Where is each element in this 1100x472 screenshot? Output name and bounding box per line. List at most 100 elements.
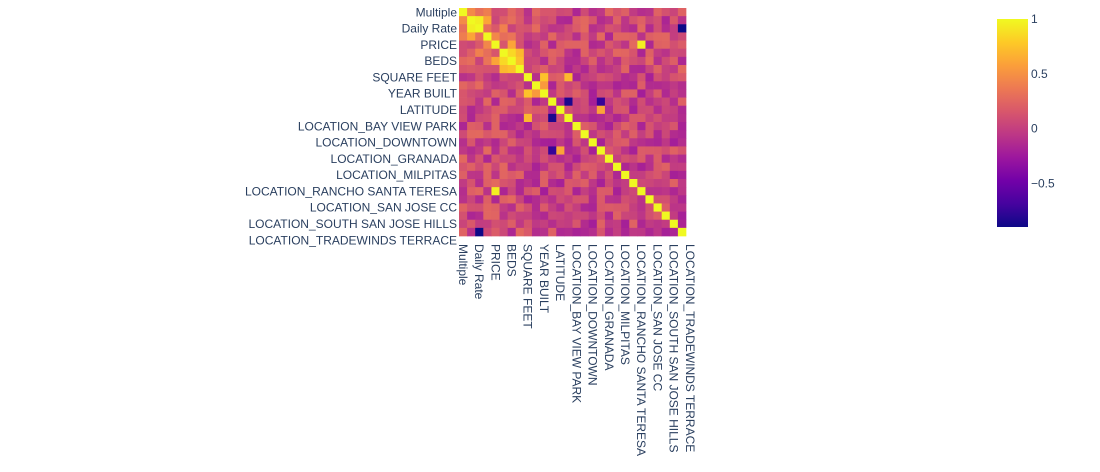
heatmap-cell <box>483 146 492 155</box>
heatmap-cell <box>580 138 590 147</box>
heatmap-cell <box>459 113 468 123</box>
heatmap-cell <box>499 113 508 123</box>
heatmap-cell <box>515 146 525 155</box>
heatmap-cell <box>515 195 525 204</box>
heatmap-cell <box>580 73 590 82</box>
heatmap-cell <box>596 170 606 180</box>
heatmap-cell <box>556 162 565 172</box>
heatmap-cell <box>499 122 508 131</box>
heatmap-cell <box>467 130 476 139</box>
heatmap-cell <box>467 227 476 237</box>
heatmap-cell <box>580 162 590 172</box>
heatmap-cell <box>515 138 525 147</box>
heatmap-cell <box>531 219 541 229</box>
heatmap-cell <box>564 81 573 90</box>
heatmap-cell <box>613 187 622 196</box>
heatmap-cell <box>596 24 606 33</box>
heatmap-cell <box>564 16 573 25</box>
heatmap-cell <box>588 65 598 74</box>
heatmap-cell <box>540 40 549 50</box>
heatmap-cell <box>661 219 671 229</box>
heatmap-cell <box>604 130 614 139</box>
heatmap-cell <box>596 154 606 164</box>
heatmap-cell <box>556 32 565 41</box>
heatmap-cell <box>653 187 663 196</box>
heatmap-cell <box>491 130 500 139</box>
heatmap-cell <box>515 8 525 17</box>
heatmap-cell <box>507 16 517 25</box>
heatmap-cell <box>580 122 590 131</box>
heatmap-cell <box>677 219 687 229</box>
heatmap-cell <box>499 81 508 90</box>
heatmap-cell <box>475 162 484 172</box>
y-tick-label: LOCATION_RANCHO SANTA TERESA <box>245 184 457 198</box>
heatmap-cell <box>661 73 671 82</box>
heatmap-cell <box>621 227 630 237</box>
heatmap-cell <box>572 48 581 58</box>
heatmap-cell <box>653 195 663 204</box>
heatmap-cell <box>621 56 630 66</box>
heatmap-cell <box>564 211 573 221</box>
heatmap-cell <box>499 32 508 41</box>
heatmap-cell <box>531 179 541 188</box>
heatmap-cell <box>621 8 630 17</box>
heatmap-cell <box>556 16 565 25</box>
heatmap-cell <box>677 211 687 221</box>
heatmap-cell <box>548 32 557 41</box>
heatmap-cell <box>475 203 484 212</box>
heatmap-cell <box>645 81 654 90</box>
heatmap-cell <box>653 73 663 82</box>
heatmap-cell <box>531 65 541 74</box>
heatmap-cell <box>523 195 533 204</box>
heatmap-cell <box>540 179 549 188</box>
heatmap-cell <box>475 56 484 66</box>
heatmap-cell <box>467 211 476 221</box>
heatmap-cell <box>653 130 663 139</box>
colorbar: 1 0.5 0 −0.5 <box>997 12 1055 227</box>
heatmap-cell <box>499 24 508 33</box>
heatmap-cell <box>621 170 630 180</box>
heatmap-cell <box>580 65 590 74</box>
heatmap-cell <box>645 105 654 115</box>
heatmap-cell <box>661 170 671 180</box>
heatmap-cell <box>491 187 500 196</box>
heatmap-cell <box>629 146 638 155</box>
heatmap-cell <box>621 24 630 33</box>
heatmap-cell <box>459 97 468 107</box>
heatmap-cell <box>637 162 646 172</box>
y-tick-label: PRICE <box>420 38 457 52</box>
heatmap-cell <box>629 179 638 188</box>
heatmap-cell <box>475 122 484 131</box>
y-tick-label: Multiple <box>416 5 458 19</box>
heatmap-cell <box>613 32 622 41</box>
heatmap-cell <box>523 227 533 237</box>
heatmap-cell <box>677 105 687 115</box>
heatmap-cell <box>540 105 549 115</box>
heatmap-cell <box>596 16 606 25</box>
heatmap-cell <box>548 40 557 50</box>
heatmap-cell <box>531 81 541 90</box>
heatmap-cell <box>467 170 476 180</box>
heatmap-cell <box>507 89 517 98</box>
heatmap-cell <box>499 179 508 188</box>
heatmap-cell <box>548 97 557 107</box>
heatmap-cell <box>507 24 517 33</box>
heatmap-cell <box>629 24 638 33</box>
heatmap-cell <box>613 24 622 33</box>
heatmap-cell <box>556 170 565 180</box>
heatmap-cell <box>637 73 646 82</box>
heatmap-cell <box>629 56 638 66</box>
heatmap-cell <box>669 56 679 66</box>
heatmap-cell <box>653 16 663 25</box>
heatmap-cell <box>523 138 533 147</box>
heatmap-cell <box>629 89 638 98</box>
x-tick-label: Daily Rate <box>472 244 486 300</box>
heatmap-cell <box>645 8 654 17</box>
heatmap-cell <box>572 130 581 139</box>
x-tick-label: LOCATION_BAY VIEW PARK <box>569 244 583 403</box>
heatmap-cell <box>604 219 614 229</box>
heatmap-cell <box>531 138 541 147</box>
heatmap-cell <box>604 73 614 82</box>
heatmap-cell <box>475 154 484 164</box>
heatmap-cell <box>588 211 598 221</box>
